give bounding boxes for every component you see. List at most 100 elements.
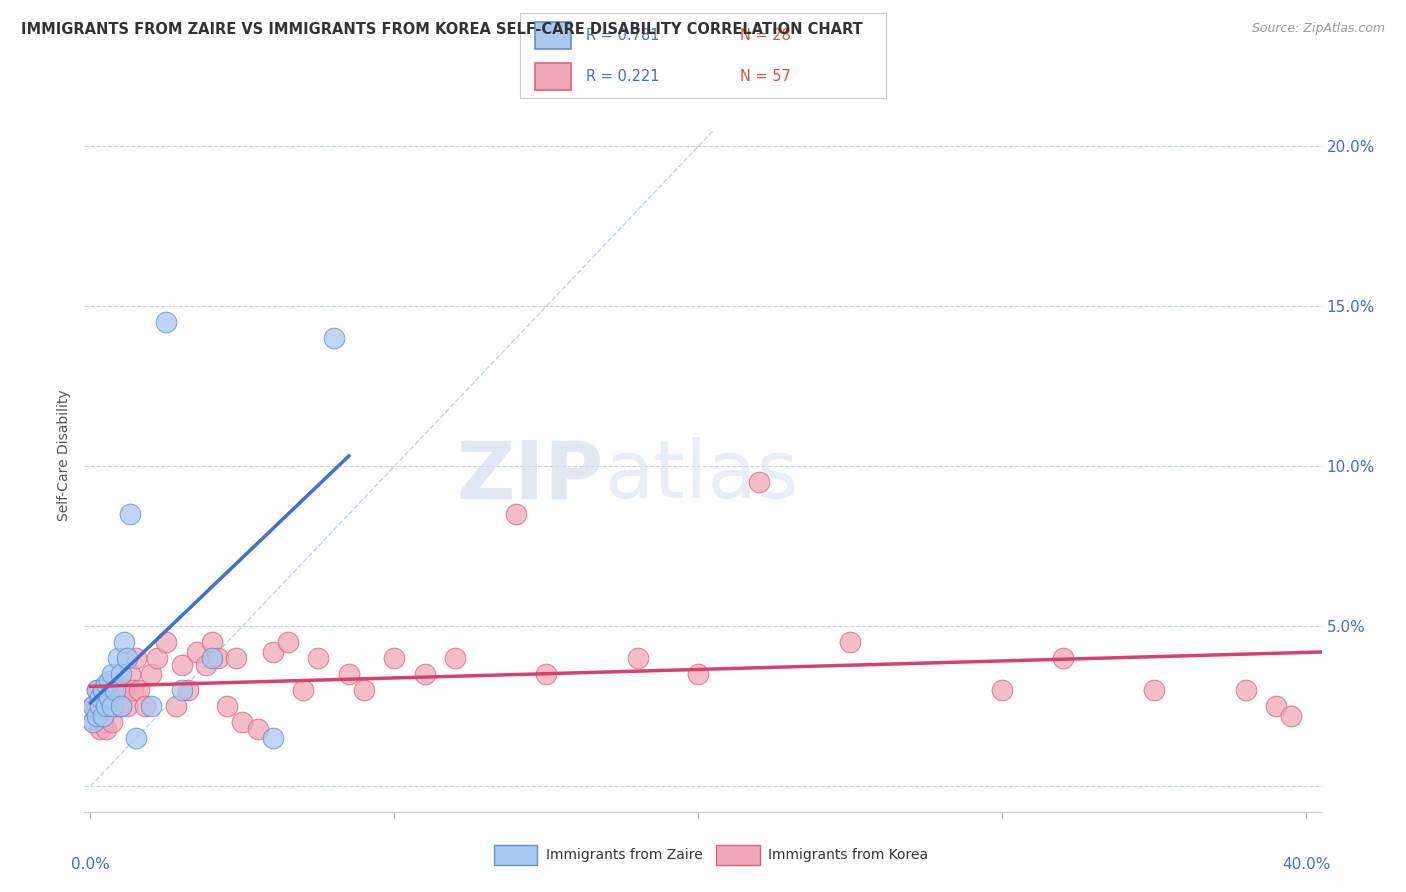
Point: [207, 651, 229, 665]
Point: [165, 699, 187, 714]
Point: [177, 683, 200, 698]
Point: [89, 690, 111, 704]
Text: atlas: atlas: [605, 437, 799, 516]
Point: [246, 722, 269, 736]
Point: [384, 651, 406, 665]
Point: [413, 667, 436, 681]
Point: [82, 715, 104, 730]
FancyBboxPatch shape: [494, 845, 537, 864]
Point: [505, 507, 527, 521]
Point: [115, 699, 138, 714]
Text: 40.0%: 40.0%: [1282, 856, 1330, 871]
Point: [1265, 699, 1288, 714]
Y-axis label: Self-Care Disability: Self-Care Disability: [58, 389, 72, 521]
Point: [112, 635, 135, 649]
Point: [231, 715, 253, 730]
Point: [110, 699, 132, 714]
Point: [201, 635, 224, 649]
Point: [1052, 651, 1074, 665]
Point: [91, 715, 114, 730]
Point: [146, 651, 169, 665]
Point: [107, 651, 129, 665]
Text: Immigrants from Korea: Immigrants from Korea: [768, 847, 928, 862]
Point: [104, 683, 127, 698]
Text: 0.0%: 0.0%: [72, 856, 110, 871]
Point: [748, 475, 770, 489]
Text: R = 0.781: R = 0.781: [586, 28, 659, 43]
Point: [170, 657, 193, 672]
Point: [991, 683, 1014, 698]
Point: [536, 667, 558, 681]
Text: Immigrants from Zaire: Immigrants from Zaire: [546, 847, 703, 862]
Point: [444, 651, 467, 665]
Point: [94, 677, 117, 691]
Point: [100, 667, 122, 681]
Point: [97, 673, 120, 688]
Point: [94, 699, 117, 714]
Point: [337, 667, 360, 681]
Point: [86, 708, 108, 723]
FancyBboxPatch shape: [534, 62, 571, 89]
Point: [115, 651, 138, 665]
Text: IMMIGRANTS FROM ZAIRE VS IMMIGRANTS FROM KOREA SELF-CARE DISABILITY CORRELATION : IMMIGRANTS FROM ZAIRE VS IMMIGRANTS FROM…: [21, 22, 863, 37]
Point: [89, 722, 111, 736]
Point: [627, 651, 650, 665]
Point: [322, 331, 344, 345]
Point: [155, 635, 177, 649]
Point: [292, 683, 315, 698]
Point: [107, 699, 129, 714]
Point: [112, 683, 135, 698]
Point: [141, 699, 163, 714]
Point: [118, 667, 141, 681]
Point: [688, 667, 710, 681]
Point: [89, 699, 111, 714]
Point: [134, 699, 156, 714]
FancyBboxPatch shape: [716, 845, 759, 864]
Point: [86, 683, 108, 698]
Point: [125, 731, 148, 745]
Point: [89, 699, 111, 714]
Point: [262, 645, 284, 659]
Point: [277, 635, 299, 649]
Point: [86, 699, 108, 714]
Point: [353, 683, 375, 698]
Point: [217, 699, 239, 714]
FancyBboxPatch shape: [534, 22, 571, 49]
Point: [118, 507, 141, 521]
Point: [125, 651, 148, 665]
Point: [225, 651, 247, 665]
Text: N = 57: N = 57: [740, 69, 790, 84]
Point: [307, 651, 329, 665]
Point: [82, 699, 104, 714]
Point: [97, 690, 120, 704]
Point: [1279, 708, 1302, 723]
Point: [1234, 683, 1257, 698]
Point: [194, 657, 217, 672]
Point: [100, 699, 122, 714]
Point: [91, 683, 114, 698]
Point: [82, 699, 104, 714]
Point: [97, 699, 120, 714]
Point: [94, 722, 117, 736]
Point: [82, 715, 104, 730]
Point: [104, 699, 127, 714]
Text: R = 0.221: R = 0.221: [586, 69, 659, 84]
Text: Source: ZipAtlas.com: Source: ZipAtlas.com: [1251, 22, 1385, 36]
Point: [1143, 683, 1166, 698]
Point: [839, 635, 862, 649]
Point: [91, 708, 114, 723]
Point: [94, 699, 117, 714]
Point: [86, 683, 108, 698]
Text: ZIP: ZIP: [457, 437, 605, 516]
Point: [110, 667, 132, 681]
Point: [141, 667, 163, 681]
Point: [100, 715, 122, 730]
Point: [128, 683, 150, 698]
Point: [201, 651, 224, 665]
Point: [262, 731, 284, 745]
Point: [110, 699, 132, 714]
Point: [170, 683, 193, 698]
Point: [186, 645, 208, 659]
Point: [122, 683, 145, 698]
Point: [155, 315, 177, 329]
